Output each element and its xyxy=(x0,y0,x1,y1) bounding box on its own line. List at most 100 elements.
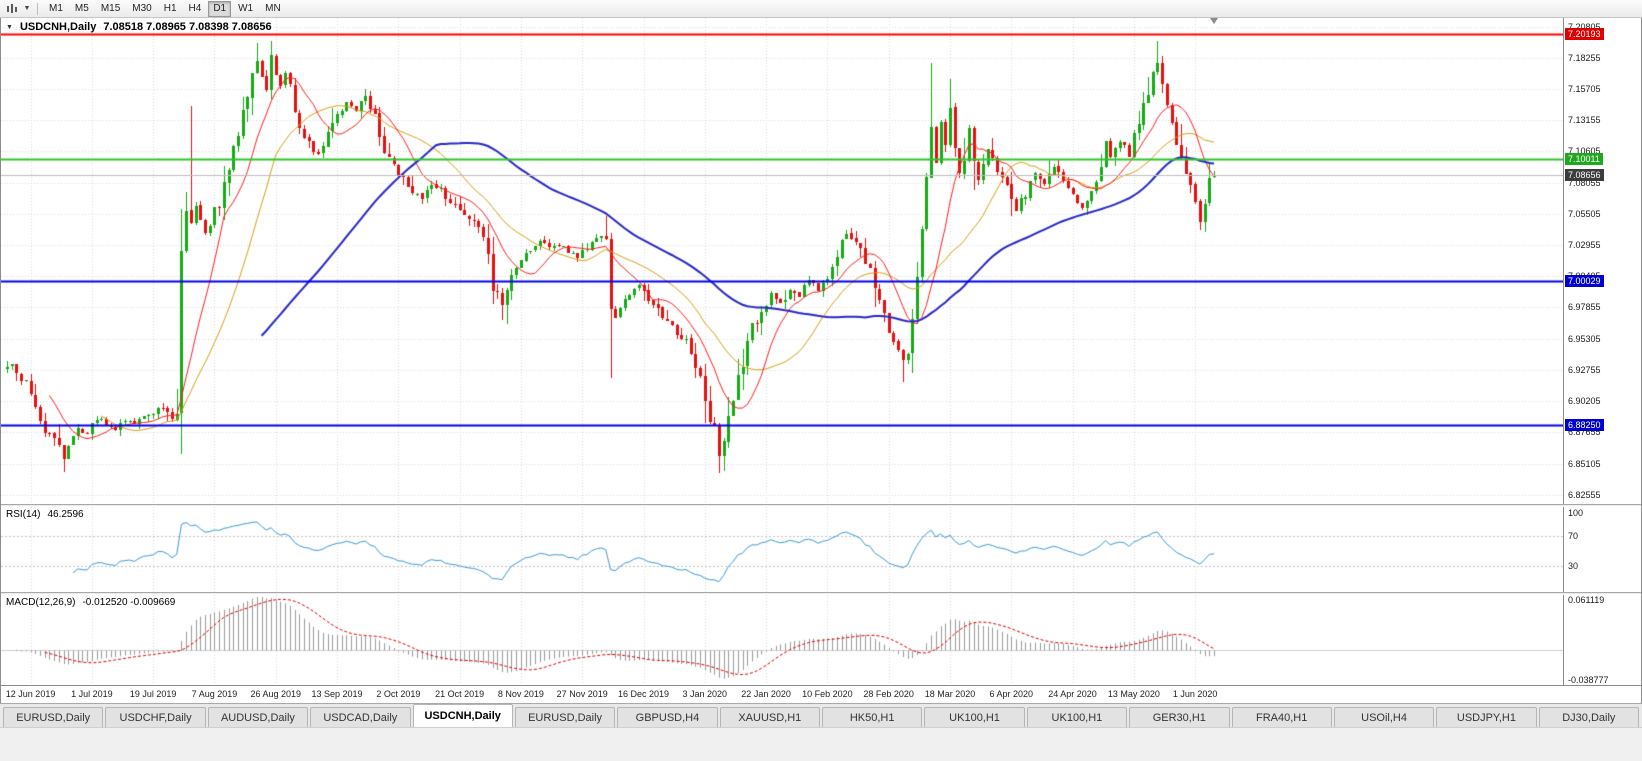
macd-name: MACD(12,26,9) xyxy=(6,597,76,608)
timeframe-button-mn[interactable]: MN xyxy=(260,1,286,17)
candlestick-glyph xyxy=(7,3,17,13)
price-tick: 6.90205 xyxy=(1568,396,1601,407)
timeframe-button-w1[interactable]: W1 xyxy=(233,1,258,17)
price-tick: 6.82555 xyxy=(1568,489,1601,500)
macd-axis[interactable]: 0.061119 -0.038777 xyxy=(1563,595,1641,685)
price-panel: ▼ USDCNH,Daily 7.08518 7.08965 7.08398 7… xyxy=(1,18,1641,504)
rsi-panel: RSI(14) 46.2596 100 70 30 xyxy=(1,507,1641,592)
price-level-tag[interactable]: 6.88250 xyxy=(1565,419,1604,432)
timeframe-toolbar: ▼ M1 M5 M15 M30 H1 H4 D1 W1 MN xyxy=(0,0,1642,18)
date-label: 1 Jul 2019 xyxy=(71,689,113,699)
date-label: 16 Dec 2019 xyxy=(617,689,670,699)
chart-tab-ger30-h1[interactable]: GER30,H1 xyxy=(1129,707,1230,727)
date-label: 21 Oct 2019 xyxy=(435,689,485,699)
chart-tab-dj30-daily[interactable]: DJ30,Daily xyxy=(1538,707,1639,727)
date-label: 28 Feb 2020 xyxy=(863,689,914,699)
date-axis[interactable]: 12 Jun 2019 1 Jul 2019 19 Jul 2019 7 Aug 20… xyxy=(1,685,1641,703)
date-label: 1 Jun 2020 xyxy=(1172,689,1218,699)
rsi-name: RSI(14) xyxy=(6,509,41,520)
timeframe-button-h4[interactable]: H4 xyxy=(184,1,207,17)
macd-panel: MACD(12,26,9) -0.012520 -0.009669 0.0611… xyxy=(1,595,1641,685)
timeframe-button-d1[interactable]: D1 xyxy=(208,0,232,17)
price-tick: 6.87655 xyxy=(1568,427,1601,438)
price-tick: 6.95305 xyxy=(1568,333,1601,344)
chart-symbol-label: USDCNH,Daily xyxy=(19,21,97,33)
chart-tab-usoil-h4[interactable]: USOil,H4 xyxy=(1333,707,1435,727)
chart-tab-hk50-h1[interactable]: HK50,H1 xyxy=(822,707,923,727)
price-tick: 6.97855 xyxy=(1568,302,1601,313)
date-label: 8 Nov 2019 xyxy=(497,689,544,699)
chart-tab-eurusd-daily[interactable]: EURUSD,Daily xyxy=(514,707,616,727)
date-label: 18 Mar 2020 xyxy=(924,689,976,699)
price-tick: 7.20805 xyxy=(1568,21,1601,32)
chart-tab-bar: EURUSD,Daily USDCHF,Daily AUDUSD,Daily USDC… xyxy=(0,703,1642,727)
price-tick: 7.08055 xyxy=(1568,177,1601,188)
rsi-axis[interactable]: 100 70 30 xyxy=(1563,507,1641,592)
price-chart-canvas[interactable] xyxy=(1,18,1563,504)
rsi-tick: 30 xyxy=(1568,561,1579,572)
price-tick: 7.18255 xyxy=(1568,52,1601,63)
chart-shift-marker-icon[interactable] xyxy=(1210,18,1218,24)
chart-type-dropdown-caret-icon[interactable]: ▼ xyxy=(23,5,31,12)
chart-tab-uk100-h1[interactable]: UK100,H1 xyxy=(924,707,1025,727)
chart-tab-xauusd-h1[interactable]: XAUUSD,H1 xyxy=(719,707,820,727)
chart-tab-usdchf-daily[interactable]: USDCHF,Daily xyxy=(105,707,206,727)
panel-separator-macd[interactable] xyxy=(1,592,1641,595)
price-level-tag[interactable]: 7.00029 xyxy=(1565,274,1604,287)
date-label: 24 Apr 2020 xyxy=(1048,689,1097,699)
date-label: 13 Sep 2019 xyxy=(311,689,363,699)
chart-ohlc-values: 7.08518 7.08965 7.08398 7.08656 xyxy=(103,21,272,33)
rsi-label: RSI(14) 46.2596 xyxy=(6,509,84,520)
date-label: 13 May 2020 xyxy=(1107,689,1160,699)
price-axis[interactable]: 7.20805 7.18255 7.15705 7.13155 7.10605 7.080… xyxy=(1563,18,1641,504)
chart-tab-usdcad-daily[interactable]: USDCAD,Daily xyxy=(310,707,411,727)
price-tick: 7.13155 xyxy=(1568,115,1601,126)
chart-title: ▼ USDCNH,Daily 7.08518 7.08965 7.08398 7… xyxy=(6,21,272,33)
chart-tab-gbpusd-h4[interactable]: GBPUSD,H4 xyxy=(617,707,718,727)
rsi-tick: 100 xyxy=(1568,508,1584,519)
chart-tab-usdjpy-h1[interactable]: USDJPY,H1 xyxy=(1436,707,1537,727)
date-label: 6 Apr 2020 xyxy=(989,689,1034,699)
date-label: 10 Feb 2020 xyxy=(802,689,853,699)
price-tick: 7.10605 xyxy=(1568,146,1601,157)
date-label: 2 Oct 2019 xyxy=(376,689,421,699)
macd-tick: 0.061119 xyxy=(1568,595,1605,605)
macd-canvas[interactable] xyxy=(1,595,1563,685)
date-label: 27 Nov 2019 xyxy=(556,689,608,699)
symbol-dropdown-caret-icon[interactable]: ▼ xyxy=(6,23,13,31)
price-tick: 7.05505 xyxy=(1568,208,1601,219)
chart-window: ▼ USDCNH,Daily 7.08518 7.08965 7.08398 7… xyxy=(0,18,1642,703)
date-label: 12 Jun 2019 xyxy=(5,689,56,699)
price-tick: 7.02955 xyxy=(1568,240,1601,251)
price-tick: 6.92755 xyxy=(1568,364,1601,375)
chart-tab-eurusd-daily[interactable]: EURUSD,Daily xyxy=(3,707,104,727)
chart-tab-uk100-h1[interactable]: UK100,H1 xyxy=(1026,707,1128,727)
price-tick: 7.15705 xyxy=(1568,83,1601,94)
toolbar-separator xyxy=(37,2,38,15)
chart-type-icon[interactable] xyxy=(4,1,22,16)
date-label: 19 Jul 2019 xyxy=(129,689,177,699)
timeframe-button-m1[interactable]: M1 xyxy=(44,1,68,17)
rsi-tick: 70 xyxy=(1568,530,1579,541)
date-label: 7 Aug 2019 xyxy=(191,689,238,699)
price-level-tag[interactable]: 7.20193 xyxy=(1565,28,1604,40)
timeframe-button-m30[interactable]: M30 xyxy=(127,1,156,17)
status-bar xyxy=(0,727,1642,761)
date-label: 22 Jan 2020 xyxy=(741,689,791,699)
rsi-value: 46.2596 xyxy=(47,509,84,520)
price-level-tag[interactable]: 7.10011 xyxy=(1565,152,1603,165)
chart-tab-fra40-h1[interactable]: FRA40,H1 xyxy=(1231,707,1332,727)
timeframe-button-m15[interactable]: M15 xyxy=(96,1,125,17)
macd-label: MACD(12,26,9) -0.012520 -0.009669 xyxy=(6,597,175,608)
macd-values: -0.012520 -0.009669 xyxy=(82,597,176,608)
rsi-canvas[interactable] xyxy=(1,507,1563,592)
date-label: 3 Jan 2020 xyxy=(682,689,728,699)
timeframe-button-h1[interactable]: H1 xyxy=(159,1,182,17)
chart-tab-audusd-daily[interactable]: AUDUSD,Daily xyxy=(207,707,309,727)
price-tick: 6.85105 xyxy=(1568,458,1601,469)
panel-separator-rsi[interactable] xyxy=(1,504,1641,507)
timeframe-button-m5[interactable]: M5 xyxy=(70,1,94,17)
price-level-tag[interactable]: 7.08656 xyxy=(1565,169,1604,182)
chart-tab-usdcnh-daily[interactable]: USDCNH,Daily xyxy=(412,704,513,727)
